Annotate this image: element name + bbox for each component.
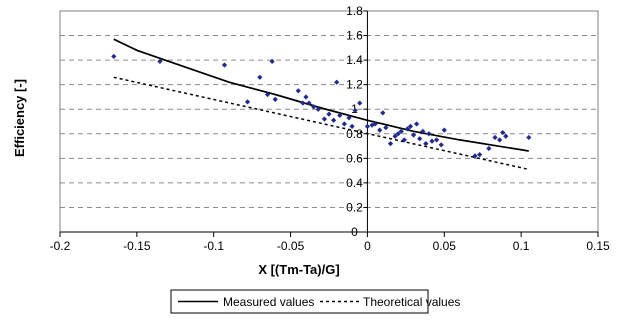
data-point-48 bbox=[477, 152, 483, 158]
data-point-23 bbox=[357, 100, 363, 106]
data-point-41 bbox=[423, 141, 429, 147]
x-tick-label-3: -0.05 bbox=[277, 239, 305, 253]
data-point-7 bbox=[272, 96, 278, 102]
data-point-31 bbox=[392, 133, 398, 139]
x-tick-label-0: -0.2 bbox=[50, 239, 71, 253]
plot-area-border bbox=[59, 10, 599, 233]
data-point-52 bbox=[500, 129, 506, 136]
y-tick-label-8: 1.6 bbox=[346, 29, 363, 43]
data-point-10 bbox=[303, 94, 309, 100]
data-point-12 bbox=[311, 104, 317, 110]
data-point-3 bbox=[244, 99, 251, 105]
series-lines bbox=[113, 38, 529, 171]
data-point-17 bbox=[334, 79, 340, 85]
data-point-22 bbox=[352, 107, 358, 114]
data-point-30 bbox=[387, 141, 394, 147]
legend-label-theoretical: Theoretical values bbox=[363, 295, 460, 309]
data-point-32 bbox=[395, 131, 401, 137]
data-point-14 bbox=[321, 116, 327, 122]
data-points bbox=[111, 53, 532, 159]
data-point-40 bbox=[420, 128, 426, 134]
data-point-36 bbox=[407, 123, 414, 130]
y-tick-label-3: 0.6 bbox=[346, 151, 363, 165]
data-point-25 bbox=[369, 122, 375, 128]
axes bbox=[59, 10, 599, 237]
data-point-21 bbox=[349, 123, 355, 130]
data-point-4 bbox=[257, 74, 263, 80]
data-point-46 bbox=[441, 127, 447, 133]
y-tick-label-6: 1.2 bbox=[346, 78, 363, 92]
data-point-6 bbox=[269, 58, 275, 64]
data-point-9 bbox=[300, 100, 306, 106]
data-point-42 bbox=[426, 131, 432, 137]
data-point-2 bbox=[221, 62, 228, 68]
data-point-50 bbox=[492, 134, 498, 141]
data-point-49 bbox=[486, 145, 492, 152]
data-point-44 bbox=[434, 137, 440, 143]
data-point-39 bbox=[417, 136, 423, 142]
data-point-27 bbox=[377, 127, 383, 133]
data-point-15 bbox=[326, 111, 332, 117]
data-point-43 bbox=[429, 138, 435, 144]
x-tick-label-7: 0.15 bbox=[586, 239, 610, 253]
data-point-19 bbox=[341, 121, 347, 127]
data-point-29 bbox=[383, 125, 389, 131]
legend: Measured values Theoretical values bbox=[170, 289, 460, 314]
data-point-26 bbox=[372, 121, 378, 127]
tick-labels: -0.2 -0.15 -0.1 -0.05 0 0.05 0.1 0.15 0 0.2 0.4 0.6… bbox=[50, 4, 610, 253]
data-point-35 bbox=[404, 126, 410, 132]
x-tick-label-4: 0 bbox=[364, 239, 371, 253]
data-point-11 bbox=[306, 100, 312, 106]
x-axis-title: X [(Tm-Ta)/G] bbox=[258, 262, 339, 277]
data-point-1 bbox=[157, 58, 163, 64]
data-point-18 bbox=[337, 112, 343, 118]
x-tick-label-5: 0.05 bbox=[433, 239, 457, 253]
data-point-8 bbox=[295, 88, 301, 94]
series-line-measured bbox=[113, 38, 529, 152]
data-point-5 bbox=[264, 91, 271, 98]
data-point-20 bbox=[346, 115, 352, 121]
x-tick-label-1: -0.15 bbox=[123, 239, 151, 253]
x-tick-label-6: 0.1 bbox=[513, 239, 530, 253]
y-tick-label-1: 0.2 bbox=[346, 200, 363, 214]
data-point-54 bbox=[526, 134, 532, 141]
data-point-47 bbox=[472, 153, 478, 159]
data-point-13 bbox=[315, 106, 321, 112]
data-point-16 bbox=[331, 117, 337, 123]
y-tick-label-2: 0.4 bbox=[346, 176, 363, 190]
y-tick-label-7: 1.4 bbox=[346, 53, 363, 67]
data-point-33 bbox=[398, 128, 404, 134]
data-point-24 bbox=[364, 123, 371, 130]
data-point-45 bbox=[438, 142, 444, 148]
legend-box bbox=[170, 289, 429, 314]
data-point-53 bbox=[503, 133, 509, 139]
x-tick-label-2: -0.1 bbox=[203, 239, 224, 253]
y-tick-label-0: 0 bbox=[351, 225, 358, 239]
data-point-34 bbox=[401, 137, 407, 143]
y-axis-title: Efficiency [-] bbox=[12, 79, 27, 157]
legend-label-measured: Measured values bbox=[223, 295, 314, 309]
data-point-0 bbox=[111, 53, 117, 60]
data-point-28 bbox=[380, 110, 386, 116]
data-point-38 bbox=[414, 121, 420, 127]
series-line-theoretical bbox=[113, 76, 529, 171]
data-point-37 bbox=[410, 132, 417, 138]
y-tick-label-9: 1.8 bbox=[346, 4, 363, 18]
data-point-51 bbox=[497, 137, 503, 143]
